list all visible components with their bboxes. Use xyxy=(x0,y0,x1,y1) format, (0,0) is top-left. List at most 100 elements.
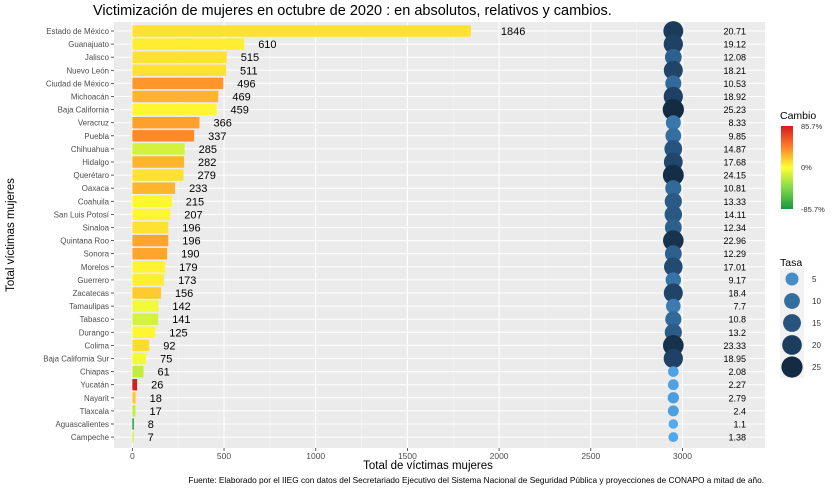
x-tick-label: 2500 xyxy=(581,451,600,461)
bar xyxy=(132,195,172,207)
bar xyxy=(132,143,185,155)
legend-tasa-label: 10 xyxy=(812,297,821,306)
bar xyxy=(132,379,138,391)
y-tick-label: Ciudad de México xyxy=(46,79,110,88)
tasa-value-label: 12.08 xyxy=(723,53,746,63)
tasa-value-label: 18.21 xyxy=(723,66,746,76)
bar xyxy=(132,221,169,234)
bar xyxy=(132,287,161,299)
tasa-bubble xyxy=(664,205,683,224)
bar-value-label: 125 xyxy=(169,327,187,339)
bar-value-label: 282 xyxy=(198,157,216,169)
tasa-bubble xyxy=(667,366,679,377)
bar-value-label: 1846 xyxy=(501,26,525,38)
y-tick-labels: Estado de México Guanajuato Jalisco Nuevo L… xyxy=(43,27,114,442)
bar-value-label: 610 xyxy=(258,39,276,51)
bar-value-label: 215 xyxy=(186,196,204,208)
y-tick-label: Hidalgo xyxy=(82,158,109,167)
bar xyxy=(132,405,136,417)
grid-lines xyxy=(114,22,765,448)
y-tick-label: Puebla xyxy=(84,132,109,141)
bar-value-label: 285 xyxy=(199,144,217,156)
bar-value-label: 156 xyxy=(175,288,193,300)
y-tick-label: Colima xyxy=(84,341,109,350)
tasa-value-label: 20.71 xyxy=(723,27,746,37)
y-tick-label: Nayarit xyxy=(84,394,110,403)
x-tick-label: 1500 xyxy=(398,451,417,461)
bar-value-label: 469 xyxy=(232,92,250,104)
tasa-value-label: 2.27 xyxy=(728,380,746,390)
bar xyxy=(132,64,227,76)
y-tick-label: Jalisco xyxy=(85,53,110,62)
y-tick-label: Tamaulipas xyxy=(69,302,109,311)
y-tick-label: Quintana Roo xyxy=(60,237,109,246)
legend-tasa-key xyxy=(781,356,803,378)
y-tick-label: Veracruz xyxy=(78,119,109,128)
y-tick-label: Nuevo León xyxy=(66,66,109,75)
bar xyxy=(132,117,200,129)
tasa-value-label: 2.79 xyxy=(728,393,746,403)
tasa-value-label: 14.11 xyxy=(724,210,746,220)
y-tick-label: Zacatecas xyxy=(73,289,109,298)
x-tick-label: 1000 xyxy=(306,451,325,461)
y-tick-label: Querétaro xyxy=(73,171,109,180)
tasa-bubble xyxy=(663,60,683,80)
x-tick-label: 2000 xyxy=(490,451,509,461)
tasa-bubble xyxy=(662,164,684,186)
tasa-bubble xyxy=(665,115,681,131)
tasa-value-label: 17.01 xyxy=(723,262,746,272)
y-tick-label: Guanajuato xyxy=(68,40,109,49)
tasa-value-label: 12.29 xyxy=(723,249,746,259)
tasa-bubble xyxy=(664,245,682,263)
bar xyxy=(132,25,471,37)
legend-tasa-label: 5 xyxy=(812,275,817,284)
tasa-bubble xyxy=(666,298,681,314)
legend-tasa-key xyxy=(783,314,801,332)
bar xyxy=(132,38,245,50)
tasa-value-label: 2.08 xyxy=(728,367,746,377)
x-axis-label: Total de víctimas mujeres xyxy=(363,460,493,472)
legend-tasa-key xyxy=(782,335,802,355)
bar xyxy=(132,182,176,194)
legend-cambio-min: -85.7% xyxy=(801,205,825,214)
bar-value-label: 459 xyxy=(231,105,249,117)
bar-value-label: 190 xyxy=(181,249,199,261)
bar-value-label: 196 xyxy=(182,236,200,248)
bar xyxy=(132,365,144,378)
legend-tasa-label: 20 xyxy=(812,341,821,350)
bar xyxy=(132,352,147,365)
y-tick-label: Durango xyxy=(79,328,110,337)
tasa-bubble xyxy=(663,283,683,303)
bar xyxy=(132,130,195,142)
tasa-value-label: 22.96 xyxy=(723,236,746,246)
tasa-value-label: 17.68 xyxy=(723,158,746,168)
y-tick-label: Sonora xyxy=(84,250,110,259)
bar xyxy=(132,339,150,352)
tasa-bubble xyxy=(668,419,679,429)
legend-cambio-colorbar xyxy=(781,126,793,209)
tasa-value-label: 2.4 xyxy=(733,406,746,416)
bar-value-label: 366 xyxy=(213,118,231,130)
bar-value-label: 7 xyxy=(148,432,154,444)
bar-value-label: 26 xyxy=(151,380,163,392)
bar xyxy=(132,261,166,273)
tasa-bubble xyxy=(668,432,679,443)
tasa-value-label: 9.17 xyxy=(728,275,746,285)
tasa-bubble xyxy=(667,392,679,404)
legend-tasa-title: Tasa xyxy=(780,257,802,269)
bar-value-label: 496 xyxy=(237,78,255,90)
bar xyxy=(132,248,168,260)
bar xyxy=(132,392,136,404)
bar-value-label: 61 xyxy=(158,367,170,379)
tasa-value-label: 24.15 xyxy=(723,171,746,181)
bars-layer xyxy=(132,25,471,443)
bar xyxy=(132,156,185,168)
bar xyxy=(132,274,165,286)
tasa-value-label: 14.87 xyxy=(723,144,746,154)
x-tick-label: 500 xyxy=(217,451,231,461)
tasa-value-label: 10.53 xyxy=(723,79,746,89)
y-tick-label: Chiapas xyxy=(80,368,109,377)
y-tick-label: San Luis Potosí xyxy=(54,210,110,219)
